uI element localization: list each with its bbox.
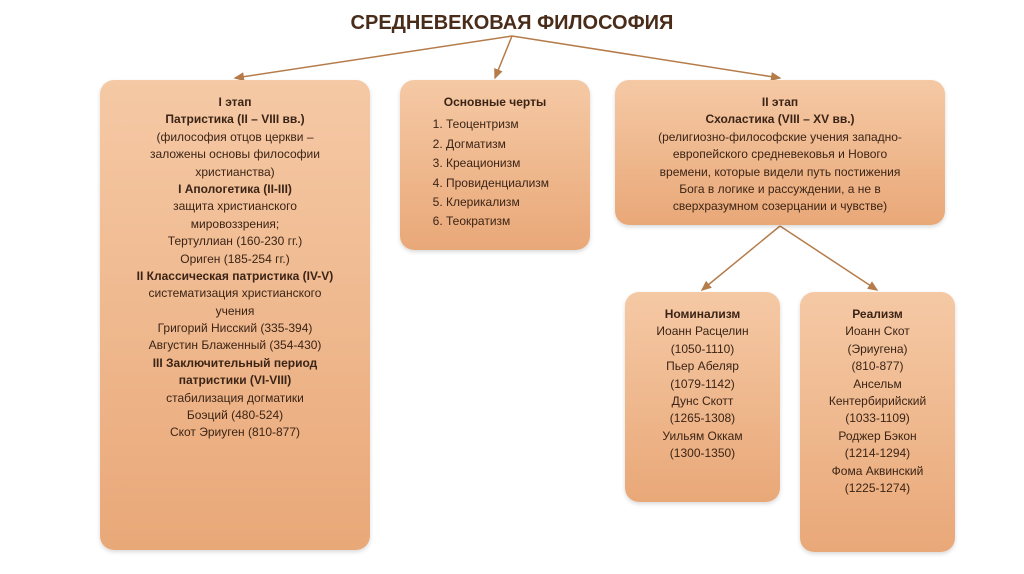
stage2-desc2: европейского средневековья и Нового — [631, 146, 929, 163]
box-stage2: II этап Схоластика (VIII – XV вв.) (рели… — [615, 80, 945, 225]
stage1-sub2-l1: систематизация христианского — [116, 285, 354, 302]
stage2-name: Схоластика (VIII – XV вв.) — [705, 112, 854, 126]
nominal-l3: Пьер Абеляр — [641, 358, 764, 375]
box-features: Основные черты Теоцентризм Догматизм Кре… — [400, 80, 590, 250]
stage1-sub2-l3: Григорий Нисский (335-394) — [116, 320, 354, 337]
realism-l8: (1214-1294) — [816, 445, 939, 462]
stage1-desc1: (философия отцов церкви – — [116, 129, 354, 146]
stage1-sub3-l1: стабилизация догматики — [116, 390, 354, 407]
realism-header: Реализм — [852, 307, 903, 321]
stage1-name: Патристика (II – VIII вв.) — [165, 112, 304, 126]
feature-item: Креационизм — [446, 154, 574, 173]
box-nominalism: Номинализм Иоанн Расцелин (1050-1110) Пь… — [625, 292, 780, 502]
realism-l7: Роджер Бэкон — [816, 428, 939, 445]
stage1-sub3-h1: III Заключительный период — [153, 356, 318, 370]
arrow-title-to-stage2 — [512, 36, 780, 78]
stage2-desc1: (религиозно-философские учения западно- — [631, 129, 929, 146]
features-list: Теоцентризм Догматизм Креационизм Провид… — [446, 115, 574, 231]
feature-item: Теоцентризм — [446, 115, 574, 134]
nominal-l1: Иоанн Расцелин — [641, 323, 764, 340]
feature-item: Провиденциализм — [446, 174, 574, 193]
nominal-header: Номинализм — [665, 307, 741, 321]
feature-item: Теократизм — [446, 212, 574, 231]
realism-l10: (1225-1274) — [816, 480, 939, 497]
realism-l6: (1033-1109) — [816, 410, 939, 427]
nominal-l5: Дунс Скотт — [641, 393, 764, 410]
page-title: СРЕДНЕВЕКОВАЯ ФИЛОСОФИЯ — [0, 12, 1024, 35]
nominal-l4: (1079-1142) — [641, 376, 764, 393]
realism-l4: Ансельм — [816, 376, 939, 393]
realism-l3: (810-877) — [816, 358, 939, 375]
nominal-l8: (1300-1350) — [641, 445, 764, 462]
stage1-sub2-l2: учения — [116, 303, 354, 320]
features-header: Основные черты — [444, 95, 546, 109]
stage1-sub3-h2: патристики (VI-VIII) — [179, 373, 291, 387]
stage2-desc3: времени, которые видели путь постижения — [631, 164, 929, 181]
realism-l5: Кентербирийский — [816, 393, 939, 410]
stage1-desc3: христианства) — [116, 164, 354, 181]
stage1-header: I этап — [219, 95, 252, 109]
stage1-sub1-l2: мировоззрения; — [116, 216, 354, 233]
nominal-l7: Уильям Оккам — [641, 428, 764, 445]
arrow-stage2-to-realism — [780, 226, 877, 290]
realism-l2: (Эриугена) — [816, 341, 939, 358]
stage2-header: II этап — [762, 95, 798, 109]
stage1-sub3-l2: Боэций (480-524) — [116, 407, 354, 424]
stage1-sub2-h: II Классическая патристика (IV-V) — [137, 269, 334, 283]
stage1-sub1-l4: Ориген (185-254 гг.) — [116, 251, 354, 268]
stage2-desc4: Бога в логике и рассуждении, а не в — [631, 181, 929, 198]
arrow-title-to-stage1 — [235, 36, 512, 78]
stage2-desc5: сверхразумном созерцании и чувстве) — [631, 198, 929, 215]
box-stage1: I этап Патристика (II – VIII вв.) (филос… — [100, 80, 370, 550]
box-realism: Реализм Иоанн Скот (Эриугена) (810-877) … — [800, 292, 955, 552]
realism-l1: Иоанн Скот — [816, 323, 939, 340]
feature-item: Клерикализм — [446, 193, 574, 212]
arrow-title-to-features — [495, 36, 512, 78]
stage1-sub1-l1: защита христианского — [116, 198, 354, 215]
stage1-sub3-l3: Скот Эриуген (810-877) — [116, 424, 354, 441]
stage1-desc2: заложены основы философии — [116, 146, 354, 163]
stage1-sub1-l3: Тертуллиан (160-230 гг.) — [116, 233, 354, 250]
nominal-l6: (1265-1308) — [641, 410, 764, 427]
arrow-stage2-to-nominal — [702, 226, 780, 290]
feature-item: Догматизм — [446, 135, 574, 154]
realism-l9: Фома Аквинский — [816, 463, 939, 480]
nominal-l2: (1050-1110) — [641, 341, 764, 358]
stage1-sub2-l4: Августин Блаженный (354-430) — [116, 337, 354, 354]
stage1-sub1-h: I Апологетика (II-III) — [178, 182, 292, 196]
